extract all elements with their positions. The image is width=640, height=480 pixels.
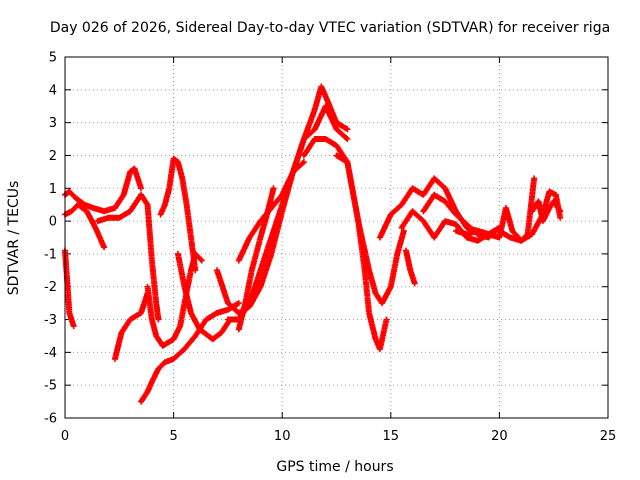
y-tick-label: -6: [44, 412, 57, 427]
series-arc-l: [235, 103, 351, 264]
x-tick-label: 0: [61, 429, 69, 444]
series-arc-d: [94, 191, 162, 323]
series-arc-t: [453, 175, 538, 244]
y-tick-label: -3: [44, 313, 57, 328]
series-arc-o: [333, 152, 390, 353]
y-tick-label: -4: [44, 346, 57, 361]
gridlines: [65, 57, 608, 418]
series-arc-b: [62, 247, 77, 330]
x-axis-label: GPS time / hours: [276, 459, 393, 475]
x-tick-label: 15: [383, 429, 400, 444]
y-tick-label: 0: [49, 215, 57, 230]
y-tick-label: 1: [49, 182, 57, 197]
series-arc-m: [235, 185, 277, 333]
y-tick-label: -2: [44, 280, 57, 295]
y-axis-label: SDTVAR / TECUs: [6, 181, 22, 296]
series-arc-v: [529, 198, 564, 225]
y-tick-label: -1: [44, 247, 57, 262]
y-tick-label: 3: [49, 116, 57, 131]
x-tick-label: 10: [274, 429, 291, 444]
plot-frame: [64, 56, 609, 419]
y-tick-label: 5: [49, 51, 57, 66]
series-arc-i: [174, 250, 234, 343]
y-tick-label: 2: [49, 149, 57, 164]
data-series: [62, 83, 564, 405]
x-tick-label: 5: [169, 429, 177, 444]
chart-title: Day 026 of 2026, Sidereal Day-to-day VTE…: [50, 20, 610, 36]
y-tick-label: 4: [49, 83, 57, 98]
axis-ticks: 0 5 10 15 20 25 -6 -5 -4 -3 -2 -1 0 1 2 3 4 5: [44, 51, 616, 445]
y-tick-label: -5: [44, 379, 57, 394]
x-tick-label: 20: [491, 429, 508, 444]
series-arc-e: [112, 290, 151, 362]
series-arc-r: [403, 247, 418, 287]
x-tick-label: 25: [600, 429, 617, 444]
series-arc-h: [157, 155, 199, 274]
